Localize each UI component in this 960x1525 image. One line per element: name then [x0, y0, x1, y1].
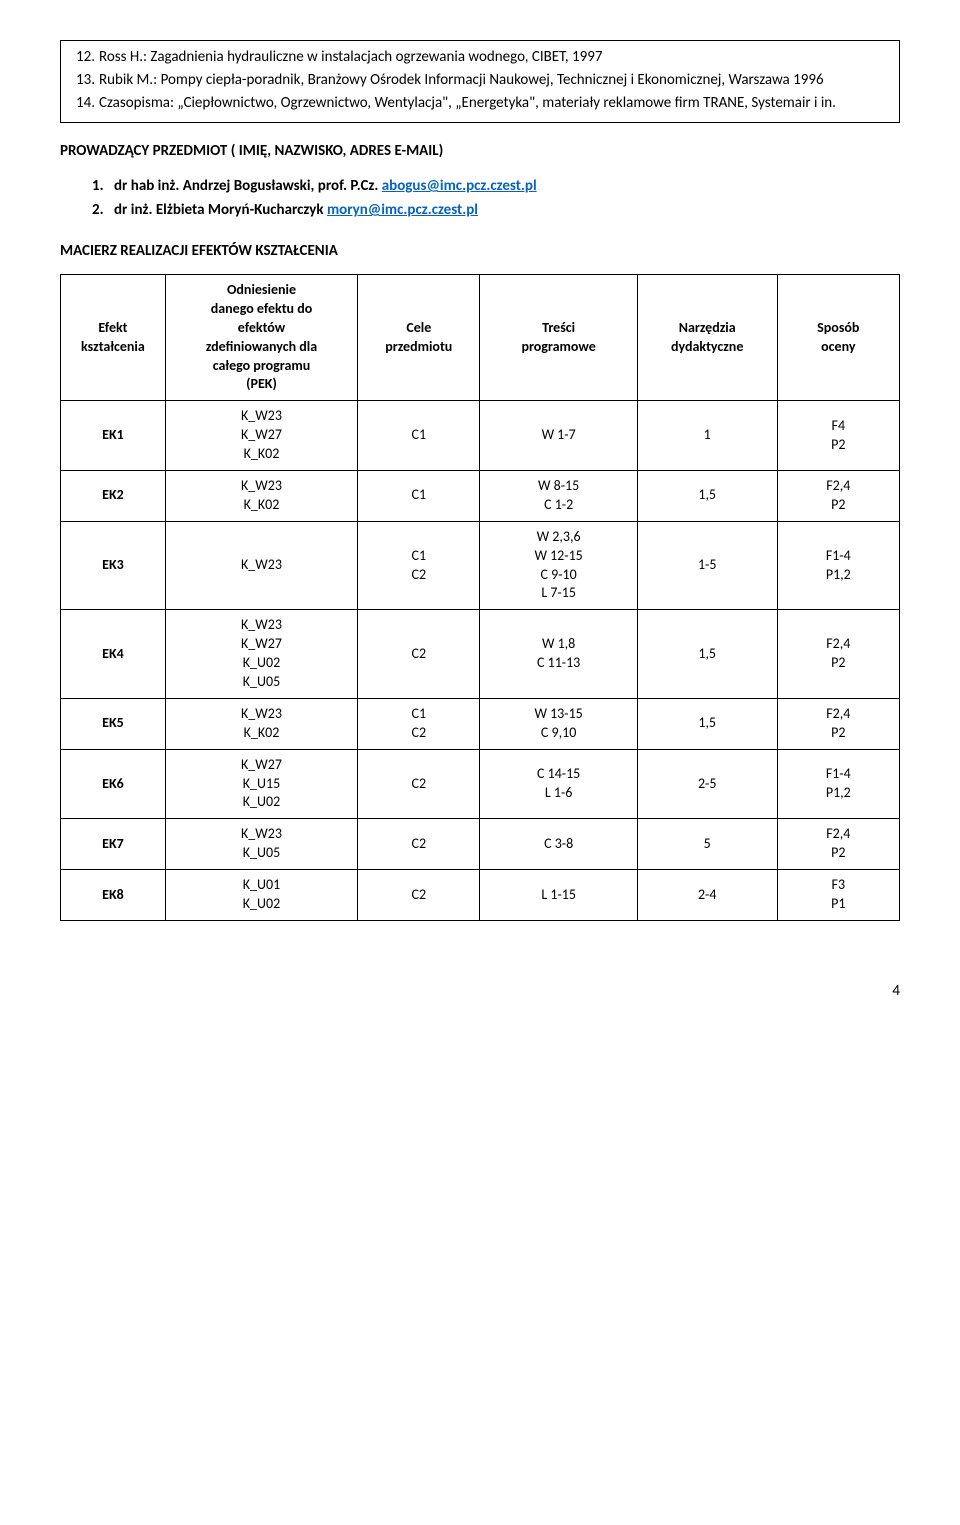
table-row: EK1K_W23K_W27K_K02C1W 1-71F4P2	[61, 401, 900, 471]
cell-tresci: C 3-8	[480, 819, 637, 870]
instructor-number: 2.	[92, 200, 114, 221]
th-cele: Celeprzedmiotu	[358, 275, 480, 401]
cell-sposob: F3P1	[777, 870, 899, 921]
cell-cele: C1C2	[358, 698, 480, 749]
instructor-item: 2.dr inż. Elżbieta Moryń-Kucharczyk mory…	[92, 200, 900, 221]
reference-number: 14.	[71, 93, 99, 114]
cell-cele: C1	[358, 401, 480, 471]
cell-tresci: W 8-15C 1-2	[480, 471, 637, 522]
table-row: EK4K_W23K_W27K_U02K_U05C2W 1,8C 11-131,5…	[61, 610, 900, 699]
cell-ek: EK2	[61, 471, 166, 522]
th-odniesienie: Odniesieniedanego efektu doefektówzdefin…	[165, 275, 357, 401]
cell-ek: EK7	[61, 819, 166, 870]
reference-text: Rubik M.: Pompy ciepła-poradnik, Branżow…	[99, 70, 889, 91]
table-row: EK7K_W23K_U05C2C 3-85F2,4P2	[61, 819, 900, 870]
cell-odniesienie: K_W23K_K02	[165, 471, 357, 522]
reference-item: 12.Ross H.: Zagadnienia hydrauliczne w i…	[71, 47, 889, 68]
instructor-email-link[interactable]: abogus@imc.pcz.czest.pl	[382, 177, 537, 195]
reference-text: Czasopisma: „Ciepłownictwo, Ogrzewnictwo…	[99, 93, 889, 114]
cell-sposob: F2,4P2	[777, 610, 899, 699]
effects-matrix-table: Efektkształcenia Odniesieniedanego efekt…	[60, 274, 900, 921]
cell-odniesienie: K_W23K_K02	[165, 698, 357, 749]
table-row: EK6K_W27K_U15K_U02C2C 14-15L 1-62-5F1-4P…	[61, 749, 900, 819]
th-sposob: Sposóboceny	[777, 275, 899, 401]
instructor-item: 1.dr hab inż. Andrzej Bogusławski, prof.…	[92, 176, 900, 197]
cell-ek: EK5	[61, 698, 166, 749]
cell-odniesienie: K_W23	[165, 521, 357, 610]
cell-cele: C1	[358, 471, 480, 522]
reference-number: 12.	[71, 47, 99, 68]
cell-odniesienie: K_W23K_W27K_U02K_U05	[165, 610, 357, 699]
cell-ek: EK3	[61, 521, 166, 610]
page-number: 4	[60, 981, 900, 1002]
matrix-heading: MACIERZ REALIZACJI EFEKTÓW KSZTAŁCENIA	[60, 241, 900, 262]
cell-ek: EK1	[61, 401, 166, 471]
cell-tresci: W 13-15C 9,10	[480, 698, 637, 749]
cell-narzedzia: 2-4	[637, 870, 777, 921]
cell-odniesienie: K_W23K_W27K_K02	[165, 401, 357, 471]
cell-sposob: F1-4P1,2	[777, 521, 899, 610]
cell-odniesienie: K_W23K_U05	[165, 819, 357, 870]
cell-tresci: L 1-15	[480, 870, 637, 921]
reference-item: 14.Czasopisma: „Ciepłownictwo, Ogrzewnic…	[71, 93, 889, 114]
table-row: EK3K_W23C1C2W 2,3,6W 12-15C 9-10L 7-151-…	[61, 521, 900, 610]
cell-sposob: F1-4P1,2	[777, 749, 899, 819]
cell-narzedzia: 1,5	[637, 610, 777, 699]
table-row: EK2K_W23K_K02C1W 8-15C 1-21,5F2,4P2	[61, 471, 900, 522]
reference-number: 13.	[71, 70, 99, 91]
cell-ek: EK4	[61, 610, 166, 699]
cell-ek: EK6	[61, 749, 166, 819]
cell-ek: EK8	[61, 870, 166, 921]
references-box: 12.Ross H.: Zagadnienia hydrauliczne w i…	[60, 40, 900, 123]
cell-sposob: F2,4P2	[777, 819, 899, 870]
cell-cele: C2	[358, 819, 480, 870]
table-header-row: Efektkształcenia Odniesieniedanego efekt…	[61, 275, 900, 401]
cell-narzedzia: 2-5	[637, 749, 777, 819]
instructor-text: dr inż. Elżbieta Moryń-Kucharczyk moryn@…	[114, 200, 478, 221]
references-list: 12.Ross H.: Zagadnienia hydrauliczne w i…	[71, 47, 889, 114]
reference-item: 13.Rubik M.: Pompy ciepła-poradnik, Bran…	[71, 70, 889, 91]
cell-sposob: F2,4P2	[777, 698, 899, 749]
cell-cele: C2	[358, 749, 480, 819]
instructor-text: dr hab inż. Andrzej Bogusławski, prof. P…	[114, 176, 537, 197]
th-efekt: Efektkształcenia	[61, 275, 166, 401]
cell-odniesienie: K_U01K_U02	[165, 870, 357, 921]
instructor-email-link[interactable]: moryn@imc.pcz.czest.pl	[327, 201, 478, 219]
section-heading-instructors: PROWADZĄCY PRZEDMIOT ( IMIĘ, NAZWISKO, A…	[60, 141, 900, 162]
th-narzedzia: Narzędziadydaktyczne	[637, 275, 777, 401]
cell-cele: C2	[358, 870, 480, 921]
cell-narzedzia: 1-5	[637, 521, 777, 610]
table-body: EK1K_W23K_W27K_K02C1W 1-71F4P2EK2K_W23K_…	[61, 401, 900, 921]
cell-narzedzia: 5	[637, 819, 777, 870]
cell-tresci: W 2,3,6W 12-15C 9-10L 7-15	[480, 521, 637, 610]
cell-cele: C2	[358, 610, 480, 699]
cell-sposob: F4P2	[777, 401, 899, 471]
instructor-number: 1.	[92, 176, 114, 197]
th-tresci: Treściprogramowe	[480, 275, 637, 401]
instructors-list: 1.dr hab inż. Andrzej Bogusławski, prof.…	[60, 176, 900, 221]
reference-text: Ross H.: Zagadnienia hydrauliczne w inst…	[99, 47, 889, 68]
cell-tresci: C 14-15L 1-6	[480, 749, 637, 819]
cell-narzedzia: 1,5	[637, 698, 777, 749]
table-row: EK5K_W23K_K02C1C2W 13-15C 9,101,5F2,4P2	[61, 698, 900, 749]
cell-sposob: F2,4P2	[777, 471, 899, 522]
cell-tresci: W 1-7	[480, 401, 637, 471]
table-row: EK8K_U01K_U02C2L 1-152-4F3P1	[61, 870, 900, 921]
cell-odniesienie: K_W27K_U15K_U02	[165, 749, 357, 819]
cell-narzedzia: 1	[637, 401, 777, 471]
cell-cele: C1C2	[358, 521, 480, 610]
cell-tresci: W 1,8C 11-13	[480, 610, 637, 699]
cell-narzedzia: 1,5	[637, 471, 777, 522]
